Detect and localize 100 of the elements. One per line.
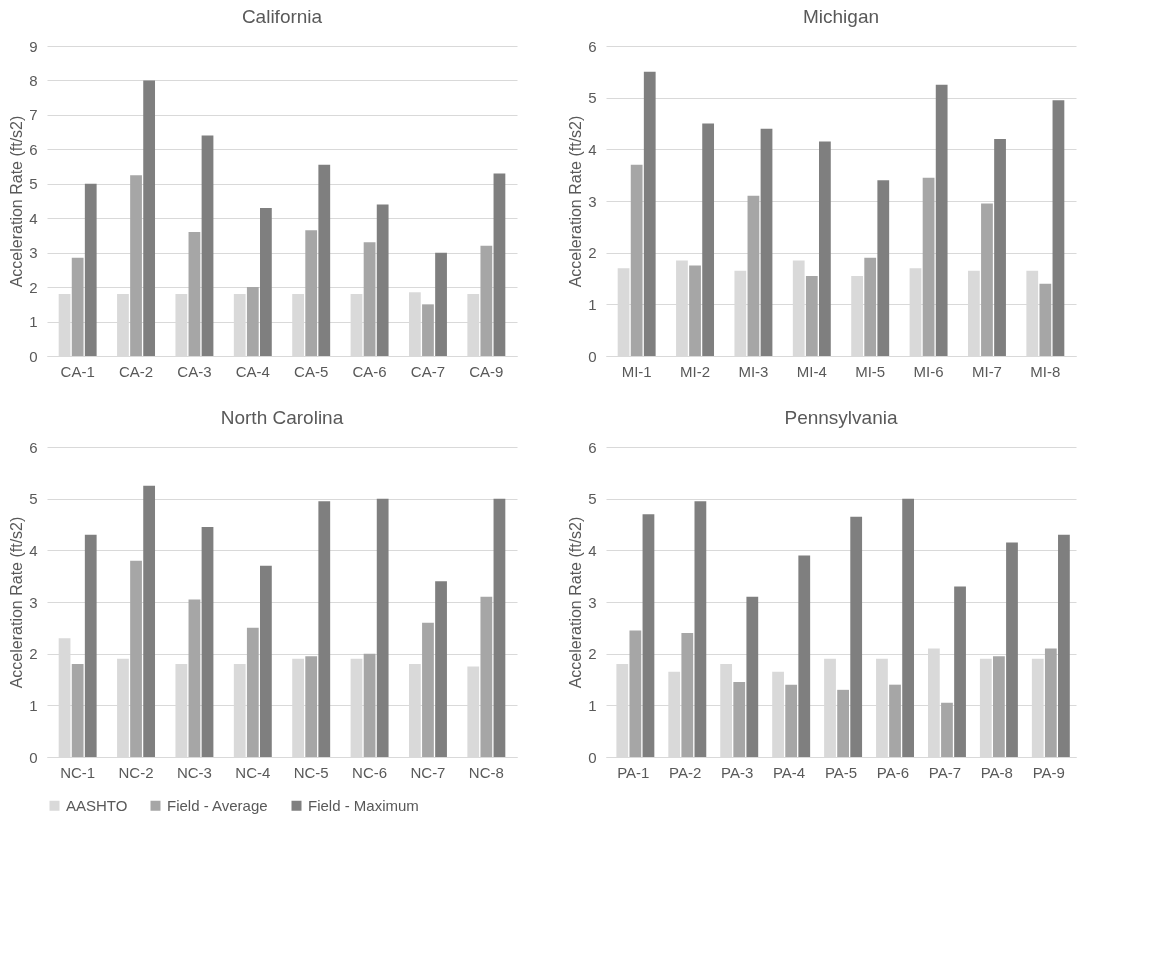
x-tick-label: MI-5 xyxy=(855,362,886,380)
chart-title: North Carolina xyxy=(220,407,344,428)
bar xyxy=(643,71,656,356)
bar xyxy=(422,622,434,757)
x-tick-label: NC-2 xyxy=(118,763,154,781)
bar xyxy=(493,498,506,757)
y-tick-label: 4 xyxy=(588,140,597,158)
bar xyxy=(889,684,901,757)
bar xyxy=(201,135,214,356)
bar xyxy=(318,501,331,757)
bar xyxy=(376,204,389,356)
bar xyxy=(318,164,331,356)
x-tick-label: CA-2 xyxy=(118,362,154,380)
y-tick-label: 1 xyxy=(588,295,597,313)
legend-label: AASHTO xyxy=(66,796,128,814)
bar xyxy=(733,682,746,757)
y-tick-label: 0 xyxy=(588,347,597,365)
bar xyxy=(305,230,318,356)
y-tick-label: 3 xyxy=(29,244,38,262)
bar xyxy=(819,141,831,356)
bar xyxy=(747,195,760,356)
bar xyxy=(993,656,1005,757)
bar xyxy=(850,516,863,757)
x-tick-label: NC-6 xyxy=(352,763,388,781)
y-tick-label: 6 xyxy=(29,438,38,456)
bar xyxy=(877,180,890,356)
chart-title: California xyxy=(241,6,323,27)
x-tick-label: CA-9 xyxy=(469,362,504,380)
y-axis-title: Acceleration Rate (ft/s2) xyxy=(8,516,26,689)
bar xyxy=(629,630,642,757)
bar xyxy=(702,123,715,356)
bar xyxy=(435,581,447,757)
chart-title: Michigan xyxy=(802,6,880,27)
bar xyxy=(188,232,201,356)
x-tick-label: MI-1 xyxy=(621,362,652,380)
bar xyxy=(1058,534,1070,757)
y-tick-label: 4 xyxy=(29,541,38,559)
x-tick-label: PA-1 xyxy=(617,763,650,781)
y-tick-label: 3 xyxy=(588,593,597,611)
y-tick-label: 8 xyxy=(29,71,38,89)
bar xyxy=(493,173,506,356)
legend-label: Field - Average xyxy=(167,796,268,814)
x-tick-label: PA-3 xyxy=(721,763,754,781)
bar xyxy=(785,684,798,757)
bar xyxy=(864,257,877,356)
x-tick-label: MI-8 xyxy=(1030,362,1061,380)
y-tick-label: 1 xyxy=(29,696,38,714)
chart-title: Pennsylvania xyxy=(784,407,898,428)
bar xyxy=(260,565,272,757)
y-tick-label: 4 xyxy=(588,541,597,559)
y-tick-label: 0 xyxy=(29,748,38,766)
bar xyxy=(746,596,759,757)
x-tick-label: PA-6 xyxy=(876,763,910,781)
y-tick-label: 0 xyxy=(588,748,597,766)
x-tick-label: CA-6 xyxy=(352,362,387,380)
bar xyxy=(630,164,643,356)
bar xyxy=(694,501,707,757)
y-tick-label: 6 xyxy=(588,37,597,55)
bar xyxy=(84,534,97,757)
x-tick-label: CA-4 xyxy=(235,362,270,380)
y-tick-label: 2 xyxy=(29,278,38,296)
bar xyxy=(689,265,701,356)
bar xyxy=(71,257,84,356)
y-tick-label: 1 xyxy=(588,696,597,714)
bar xyxy=(188,599,201,757)
x-tick-label: NC-4 xyxy=(235,763,271,781)
x-tick-label: PA-9 xyxy=(1032,763,1065,781)
y-tick-label: 2 xyxy=(588,645,597,663)
x-tick-label: MI-3 xyxy=(738,362,769,380)
y-tick-label: 3 xyxy=(29,593,38,611)
bar xyxy=(363,242,376,356)
x-tick-label: PA-7 xyxy=(928,763,961,781)
bar xyxy=(642,514,655,757)
bar xyxy=(246,627,259,757)
y-axis-title: Acceleration Rate (ft/s2) xyxy=(8,115,26,288)
x-tick-label: MI-4 xyxy=(796,362,827,380)
x-tick-label: NC-8 xyxy=(468,763,504,781)
bar xyxy=(260,207,272,356)
bar xyxy=(1044,648,1057,757)
y-axis-title: Acceleration Rate (ft/s2) xyxy=(567,516,585,689)
y-tick-label: 1 xyxy=(29,313,38,331)
y-tick-label: 5 xyxy=(29,175,38,193)
y-tick-label: 0 xyxy=(29,347,38,365)
bar xyxy=(981,203,993,356)
y-tick-label: 2 xyxy=(29,645,38,663)
bar xyxy=(143,485,156,757)
bar xyxy=(376,498,389,757)
x-tick-label: CA-7 xyxy=(410,362,446,380)
x-tick-label: CA-5 xyxy=(294,362,329,380)
x-tick-label: NC-1 xyxy=(60,763,96,781)
y-tick-label: 4 xyxy=(29,209,38,227)
bar xyxy=(305,656,318,757)
x-tick-label: NC-7 xyxy=(410,763,446,781)
y-tick-label: 9 xyxy=(29,37,38,55)
bar xyxy=(1052,100,1065,356)
y-axis-title: Acceleration Rate (ft/s2) xyxy=(567,115,585,288)
x-tick-label: CA-3 xyxy=(177,362,212,380)
bar xyxy=(760,128,773,356)
bar xyxy=(422,304,434,356)
y-tick-label: 7 xyxy=(29,106,38,124)
